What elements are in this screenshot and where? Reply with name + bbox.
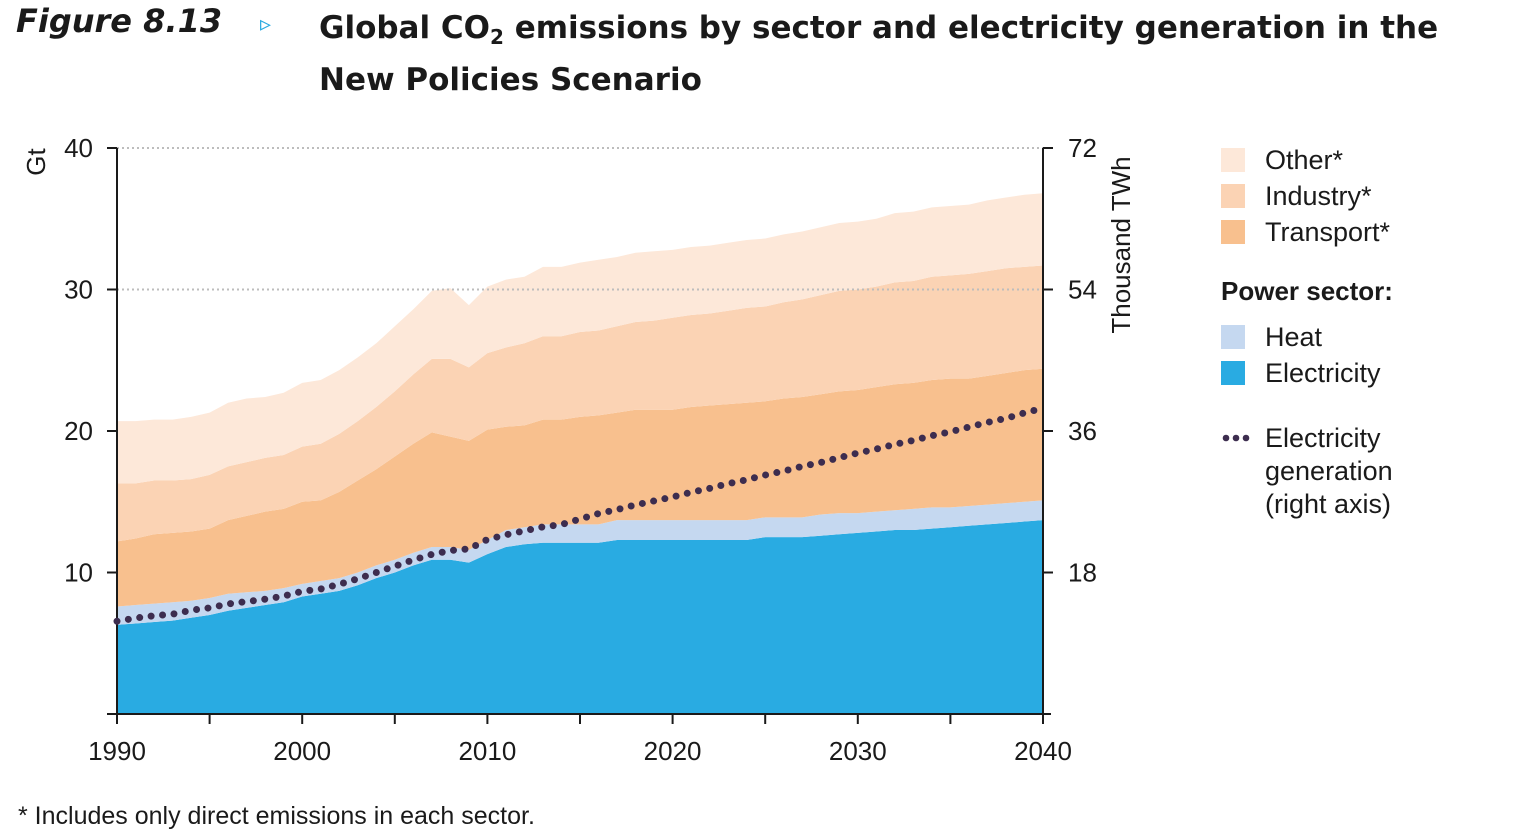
legend-dot [1242, 434, 1250, 442]
left-axis-label: Gt [21, 148, 51, 176]
legend-swatch-transport [1221, 220, 1245, 244]
legend-label-generation-line: generation [1265, 456, 1393, 486]
area-other [117, 193, 1043, 484]
legend-label-other: Other* [1265, 145, 1344, 175]
area-heat [117, 500, 1043, 625]
right-axis-label: Thousand TWh [1106, 156, 1136, 333]
legend-heading-power-sector: Power sector: [1221, 276, 1393, 306]
legend-swatch-heat [1221, 325, 1245, 349]
area-layers [117, 193, 1043, 714]
legend-label-generation-line: (right axis) [1265, 489, 1391, 519]
area-electricity [117, 520, 1043, 714]
area-industry [117, 265, 1043, 542]
figure-title: Global CO2 emissions by sector and elect… [319, 2, 1469, 106]
legend-dot [1222, 434, 1230, 442]
legend-label-transport: Transport* [1265, 217, 1391, 247]
right-tick-label: 54 [1068, 275, 1097, 305]
legend-label-electricity: Electricity [1265, 358, 1381, 388]
legend-swatch-industry [1221, 184, 1245, 208]
left-tick-label: 10 [64, 558, 93, 588]
legend-dot [1232, 434, 1240, 442]
footnote: * Includes only direct emissions in each… [18, 802, 535, 830]
x-tick-label: 2010 [458, 736, 516, 766]
area-transport [117, 368, 1043, 607]
generation-line-path [113, 404, 1047, 625]
x-tick-label: 2030 [829, 736, 887, 766]
figure-arrow-icon: ▹ [260, 12, 272, 37]
legend-label-industry: Industry* [1265, 181, 1372, 211]
gridlines [117, 147, 1043, 291]
legend: Other* Industry* Transport* Power sector: He… [1221, 145, 1393, 519]
figure-header: Figure 8.13 ▹ Global CO2 emissions by se… [16, 0, 1506, 100]
legend-swatch-other [1221, 148, 1245, 172]
x-tick-label: 2040 [1014, 736, 1072, 766]
generation-line [113, 404, 1047, 625]
right-tick-label: 72 [1068, 133, 1097, 163]
legend-swatch-electricity [1221, 361, 1245, 385]
legend-label-generation-line: Electricity [1265, 423, 1381, 453]
figure-title-part2: emissions by sector and electricity gene… [319, 10, 1439, 98]
right-tick-label: 18 [1068, 558, 1097, 588]
x-tick-label: 1990 [88, 736, 146, 766]
left-tick-label: 40 [64, 133, 93, 163]
legend-label-heat: Heat [1265, 322, 1323, 352]
x-tick-label: 2000 [273, 736, 331, 766]
figure-title-subscript: 2 [490, 25, 504, 49]
left-tick-label: 20 [64, 416, 93, 446]
figure-title-part1: Global CO [319, 10, 490, 46]
x-tick-label: 2020 [644, 736, 702, 766]
left-tick-label: 30 [64, 275, 93, 305]
figure-number: Figure 8.13 [16, 2, 223, 40]
right-tick-label: 36 [1068, 416, 1097, 446]
